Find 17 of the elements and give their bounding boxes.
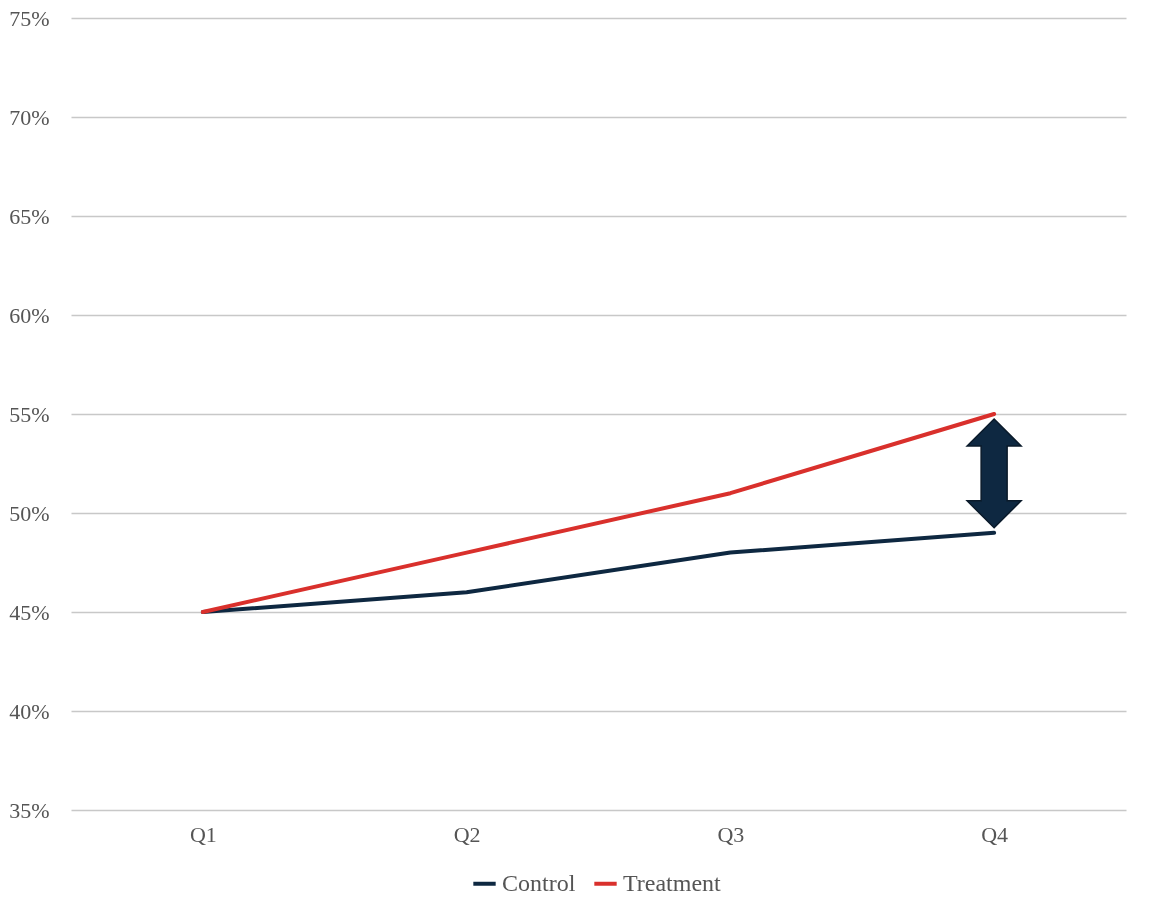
x-tick-label: Q1	[189, 821, 217, 847]
y-tick-label: 70%	[9, 104, 50, 130]
y-tick-label: 50%	[9, 500, 50, 526]
line-series	[200, 530, 997, 614]
legend-label: Treatment	[623, 869, 722, 896]
y-tick-label: 40%	[9, 698, 50, 724]
y-tick-label: 55%	[9, 401, 50, 427]
y-tick-label: 35%	[9, 797, 50, 823]
legend-label: Control	[502, 869, 576, 896]
x-tick-label: Q3	[717, 821, 745, 847]
x-tick-label: Q4	[981, 821, 1009, 847]
y-tick-label: 65%	[9, 203, 50, 229]
x-tick-label: Q2	[453, 821, 481, 847]
y-tick-label: 60%	[9, 302, 50, 328]
y-tick-label: 75%	[9, 5, 50, 31]
line-series	[200, 412, 997, 614]
y-tick-label: 45%	[9, 599, 50, 625]
